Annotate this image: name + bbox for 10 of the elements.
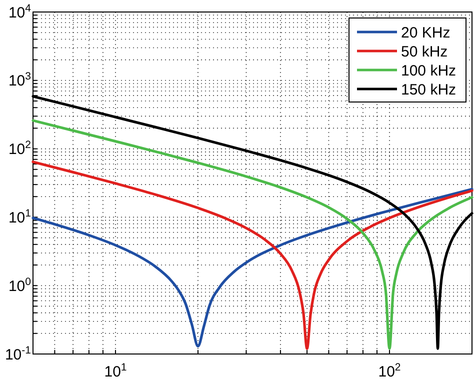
y-tick-label: 10$^{4}$: [8, 2, 32, 22]
legend-label: 150 kHz: [401, 81, 456, 98]
legend-label: 20 KHz: [401, 24, 450, 42]
legend-label: 100 kHz: [401, 62, 456, 80]
y-tick-label: 10$^{0}$: [8, 276, 32, 295]
y-tick-label: 10$^{-1}$: [4, 344, 32, 364]
y-tick-label: 10$^{2}$: [8, 139, 32, 158]
legend-label: 50 kHz: [401, 43, 448, 60]
y-tick-label: 10$^{3}$: [8, 70, 32, 90]
y-tick-label: 10$^{1}$: [8, 207, 32, 226]
